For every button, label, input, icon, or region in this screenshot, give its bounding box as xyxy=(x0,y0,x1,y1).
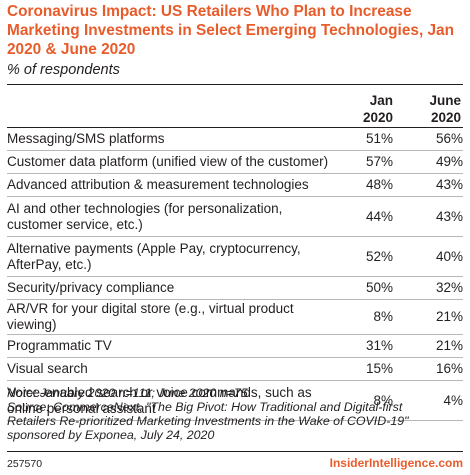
header-rule xyxy=(7,127,463,128)
column-header-jan-line1: Jan xyxy=(369,93,393,108)
source-line-1: Source: CommerceNext, "The Big Pivot: Ho… xyxy=(7,400,403,414)
value-june-2020: 43% xyxy=(393,173,463,197)
top-rule xyxy=(7,84,463,85)
source-line-3: sponsored by Exponea, July 24, 2020 xyxy=(7,428,215,442)
value-jan-2020: 8% xyxy=(329,299,393,335)
chart-notes: Note: January 2020 n=111; June 2020 n=75… xyxy=(7,386,467,442)
chart-subtitle: % of respondents xyxy=(7,62,120,78)
row-label: Security/privacy compliance xyxy=(7,276,329,300)
chart-id: 257570 xyxy=(7,458,43,470)
value-jan-2020: 51% xyxy=(329,128,393,151)
source-line-2: Retailers Re-prioritized Marketing Inves… xyxy=(7,414,409,428)
table-row: AI and other technologies (for personali… xyxy=(7,196,463,237)
table-row: AR/VR for your digital store (e.g., virt… xyxy=(7,299,463,335)
row-label: AR/VR for your digital store (e.g., virt… xyxy=(7,299,329,335)
row-label: Advanced attribution & measurement techn… xyxy=(7,173,329,197)
table-row: Alternative payments (Apple Pay, cryptoc… xyxy=(7,236,463,277)
value-jan-2020: 8% xyxy=(329,380,393,421)
column-header-jun-line2: 2020 xyxy=(430,110,461,125)
column-header-june-2020: June 2020 xyxy=(400,92,461,126)
value-jan-2020: 15% xyxy=(329,357,393,381)
table-row: Visual search 15% 16% xyxy=(7,357,463,381)
value-june-2020: 56% xyxy=(393,128,463,151)
value-june-2020: 32% xyxy=(393,276,463,300)
table-row: Messaging/SMS platforms 51% 56% xyxy=(7,128,463,151)
table-row: Programmatic TV 31% 21% xyxy=(7,334,463,358)
value-jan-2020: 44% xyxy=(329,196,393,237)
value-jan-2020: 50% xyxy=(329,276,393,300)
value-june-2020: 43% xyxy=(393,196,463,237)
column-header-jan-line2: 2020 xyxy=(362,110,393,125)
row-label: Voice-enabled search or voice commands, … xyxy=(7,380,329,421)
table-row: Voice-enabled search or voice commands, … xyxy=(7,380,463,421)
row-label: Alternative payments (Apple Pay, cryptoc… xyxy=(7,236,329,277)
row-label: Messaging/SMS platforms xyxy=(7,128,329,151)
column-header-jan-2020: Jan 2020 xyxy=(336,92,393,126)
value-jan-2020: 48% xyxy=(329,173,393,197)
column-header-jun-line1: June xyxy=(429,93,461,108)
value-june-2020: 21% xyxy=(393,334,463,358)
row-label: AI and other technologies (for personali… xyxy=(7,196,329,237)
table-body: Messaging/SMS platforms 51% 56% Customer da… xyxy=(7,128,463,421)
value-june-2020: 40% xyxy=(393,236,463,277)
sample-note: Note: January 2020 n=111; June 2020 n=75 xyxy=(7,386,248,400)
bottom-rule xyxy=(7,451,463,452)
table-row: Security/privacy compliance 50% 32% xyxy=(7,276,463,300)
row-label: Customer data platform (unified view of … xyxy=(7,150,329,174)
table-row: Customer data platform (unified view of … xyxy=(7,150,463,174)
table-row: Advanced attribution & measurement techn… xyxy=(7,173,463,197)
row-label: Programmatic TV xyxy=(7,334,329,358)
data-table: Messaging/SMS platforms 51% 56% Customer da… xyxy=(7,128,463,421)
chart-title: Coronavirus Impact: US Retailers Who Pla… xyxy=(7,3,455,58)
value-jan-2020: 31% xyxy=(329,334,393,358)
value-june-2020: 49% xyxy=(393,150,463,174)
value-june-2020: 16% xyxy=(393,357,463,381)
value-jan-2020: 52% xyxy=(329,236,393,277)
row-label: Visual search xyxy=(7,357,329,381)
value-jan-2020: 57% xyxy=(329,150,393,174)
brand-logo[interactable]: InsiderIntelligence.com xyxy=(329,456,463,470)
value-june-2020: 21% xyxy=(393,299,463,335)
value-june-2020: 4% xyxy=(393,380,463,421)
